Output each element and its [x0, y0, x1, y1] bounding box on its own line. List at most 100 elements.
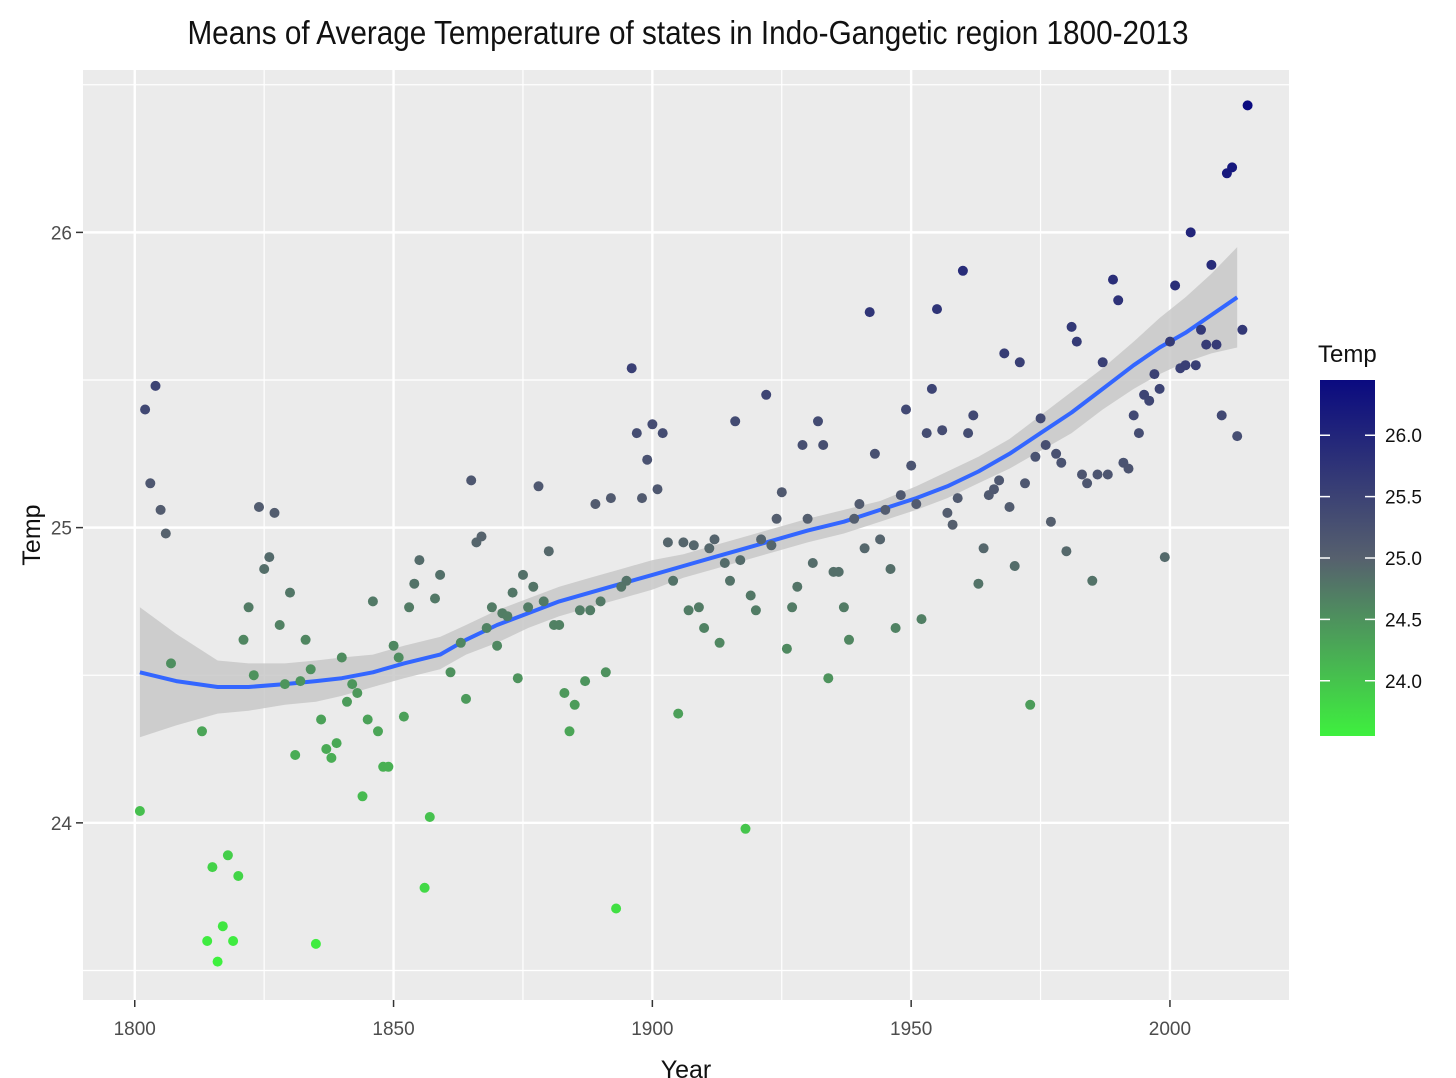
- data-point: [994, 475, 1005, 486]
- data-point: [1113, 295, 1124, 306]
- data-point: [155, 504, 166, 515]
- data-point: [290, 750, 301, 760]
- data-point: [968, 410, 979, 421]
- data-point: [409, 578, 420, 589]
- data-point: [1087, 575, 1098, 586]
- data-point: [538, 596, 549, 607]
- data-point: [373, 726, 383, 737]
- data-point: [1180, 360, 1191, 371]
- data-point: [978, 543, 989, 554]
- data-point: [430, 593, 440, 604]
- data-point: [398, 711, 409, 722]
- data-point: [611, 903, 622, 914]
- data-point: [383, 761, 394, 772]
- legend-tick-label: 25.0: [1385, 549, 1422, 570]
- data-point: [1144, 395, 1155, 406]
- data-point: [657, 428, 668, 439]
- data-point: [932, 304, 942, 315]
- data-point: [243, 602, 254, 613]
- data-point: [642, 454, 653, 465]
- data-point: [1030, 451, 1041, 462]
- data-point: [569, 699, 580, 710]
- data-point: [781, 643, 792, 654]
- data-point: [574, 605, 585, 616]
- data-point: [140, 404, 151, 415]
- data-point: [150, 380, 161, 391]
- data-point: [792, 581, 803, 592]
- data-point: [890, 623, 901, 633]
- data-point: [254, 502, 264, 512]
- data-point: [901, 404, 911, 415]
- color-legend: Temp 24.0 24.5 25.0 25.5 26.0: [1318, 341, 1422, 736]
- data-point: [704, 543, 715, 554]
- data-point: [145, 478, 156, 489]
- data-point: [357, 791, 368, 802]
- data-point: [973, 578, 984, 589]
- data-point: [1045, 516, 1056, 527]
- data-point: [279, 679, 290, 690]
- legend-ticks: 24.0 24.5 25.0 25.5 26.0: [1320, 426, 1422, 693]
- data-point: [864, 307, 875, 318]
- data-point: [678, 537, 689, 548]
- data-point: [585, 605, 596, 616]
- data-point: [352, 688, 363, 698]
- data-point: [207, 862, 218, 873]
- data-point: [818, 440, 829, 450]
- plot-panel: [83, 70, 1289, 1000]
- data-point: [849, 513, 860, 524]
- data-point: [197, 726, 207, 737]
- x-tick-label: 2000: [1149, 1019, 1191, 1040]
- data-point: [699, 623, 710, 633]
- data-point: [662, 537, 673, 548]
- data-point: [461, 693, 471, 704]
- data-point: [476, 531, 487, 542]
- data-point: [911, 499, 922, 509]
- data-point: [756, 534, 767, 545]
- data-point: [342, 696, 352, 707]
- data-point: [1123, 463, 1134, 474]
- data-point: [637, 493, 647, 504]
- legend-tick-label: 25.5: [1385, 488, 1422, 509]
- data-point: [435, 569, 446, 580]
- data-point: [507, 587, 518, 598]
- data-point: [1154, 383, 1165, 394]
- data-point: [305, 664, 316, 675]
- data-point: [559, 688, 570, 698]
- data-point: [813, 416, 823, 427]
- data-point: [580, 676, 591, 687]
- data-point: [1071, 336, 1082, 347]
- x-tick-label: 1950: [890, 1019, 932, 1040]
- data-point: [424, 812, 435, 822]
- data-point: [518, 569, 528, 580]
- data-point: [523, 602, 534, 613]
- data-point: [528, 581, 539, 592]
- data-point: [1092, 469, 1103, 480]
- x-tick-label: 1850: [372, 1019, 414, 1040]
- x-tick-label: 1800: [114, 1019, 156, 1040]
- data-point: [844, 634, 854, 645]
- data-point: [673, 708, 684, 719]
- data-point: [600, 667, 611, 678]
- data-point: [1061, 546, 1072, 557]
- axis-ticks: [76, 231, 1171, 1007]
- data-point: [631, 428, 642, 439]
- x-axis-title: Year: [661, 1056, 712, 1078]
- data-point: [875, 534, 886, 545]
- data-point: [160, 528, 171, 539]
- data-point: [730, 416, 741, 427]
- data-point: [367, 596, 378, 607]
- y-tick-label: 24: [51, 814, 73, 835]
- data-point: [989, 484, 999, 495]
- data-point: [1185, 227, 1196, 238]
- data-point: [802, 513, 813, 524]
- data-point: [295, 676, 306, 687]
- data-point: [1077, 469, 1087, 480]
- legend-tick-label: 26.0: [1385, 426, 1422, 447]
- data-point: [502, 611, 513, 622]
- data-point: [1206, 259, 1217, 270]
- data-point: [590, 499, 601, 509]
- data-point: [854, 499, 865, 509]
- data-point: [595, 596, 606, 607]
- data-point: [228, 936, 239, 946]
- data-point: [316, 714, 327, 725]
